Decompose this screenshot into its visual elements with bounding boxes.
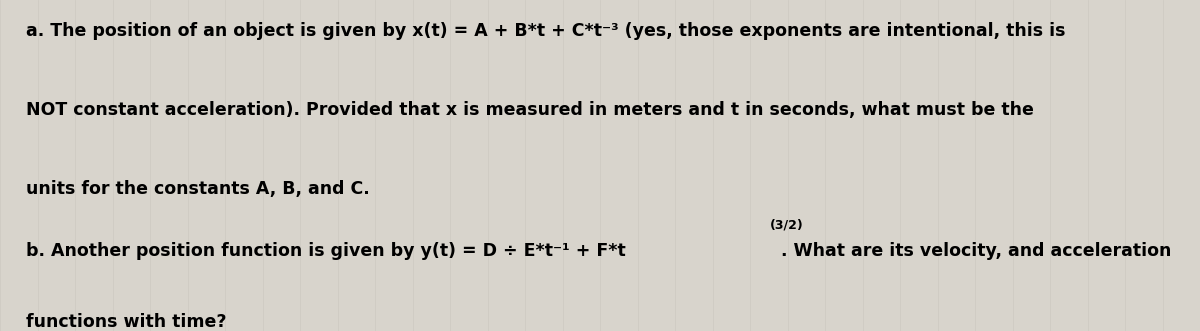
Text: units for the constants A, B, and C.: units for the constants A, B, and C. [26, 180, 370, 198]
Text: functions with time?: functions with time? [26, 313, 227, 331]
Text: (3/2): (3/2) [770, 218, 804, 231]
Text: a. The position of an object is given by x(t) = A + B*t + C*t⁻³ (yes, those expo: a. The position of an object is given by… [26, 22, 1066, 39]
Text: b. Another position function is given by y(t) = D ÷ E*t⁻¹ + F*t: b. Another position function is given by… [26, 242, 626, 260]
Text: . What are its velocity, and acceleration: . What are its velocity, and acceleratio… [781, 242, 1171, 260]
Text: NOT constant acceleration). Provided that x is measured in meters and t in secon: NOT constant acceleration). Provided tha… [26, 101, 1034, 119]
